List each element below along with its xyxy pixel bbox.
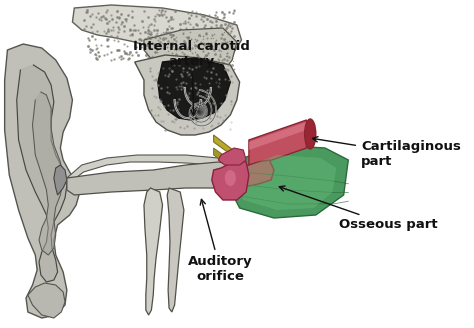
Polygon shape [237,160,274,188]
Polygon shape [5,44,79,318]
Polygon shape [144,28,237,78]
Polygon shape [249,122,307,150]
Polygon shape [238,155,336,210]
Polygon shape [158,58,230,120]
Text: Auditory
orifice: Auditory orifice [188,199,253,283]
Text: Cartilaginous
part: Cartilaginous part [312,137,461,168]
Polygon shape [214,135,269,175]
Polygon shape [33,92,63,255]
Polygon shape [67,162,241,195]
Polygon shape [73,5,241,65]
Polygon shape [167,188,184,312]
Text: Osseous part: Osseous part [279,186,438,231]
Polygon shape [249,120,307,168]
Polygon shape [67,155,237,182]
Polygon shape [144,188,163,315]
Polygon shape [212,160,249,200]
Polygon shape [230,145,348,218]
Polygon shape [54,165,67,195]
Polygon shape [28,283,65,318]
Polygon shape [214,148,258,180]
Polygon shape [17,65,67,282]
Polygon shape [135,55,240,135]
Text: Internal carotid
artery: Internal carotid artery [133,40,250,115]
Polygon shape [218,148,246,165]
Ellipse shape [305,119,316,149]
Ellipse shape [225,170,236,186]
